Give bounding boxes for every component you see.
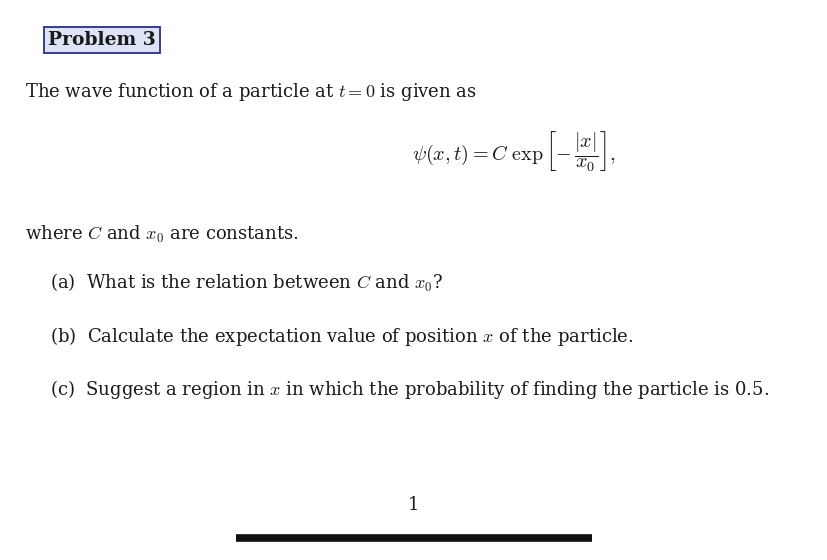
Text: (b)  Calculate the expectation value of position $x$ of the particle.: (b) Calculate the expectation value of p…	[50, 325, 633, 348]
Text: where $C$ and $x_0$ are constants.: where $C$ and $x_0$ are constants.	[25, 224, 299, 245]
Text: Problem 3: Problem 3	[48, 31, 155, 49]
Text: (a)  What is the relation between $C$ and $x_0$?: (a) What is the relation between $C$ and…	[50, 272, 442, 293]
Text: 1: 1	[408, 496, 419, 514]
Text: (c)  Suggest a region in $x$ in which the probability of finding the particle is: (c) Suggest a region in $x$ in which the…	[50, 378, 768, 401]
Text: The wave function of a particle at $t = 0$ is given as: The wave function of a particle at $t = …	[25, 81, 476, 103]
Text: $\psi(x, t) = C \ \exp\left[-\,\dfrac{|x|}{x_0}\right],$: $\psi(x, t) = C \ \exp\left[-\,\dfrac{|x…	[411, 129, 614, 173]
